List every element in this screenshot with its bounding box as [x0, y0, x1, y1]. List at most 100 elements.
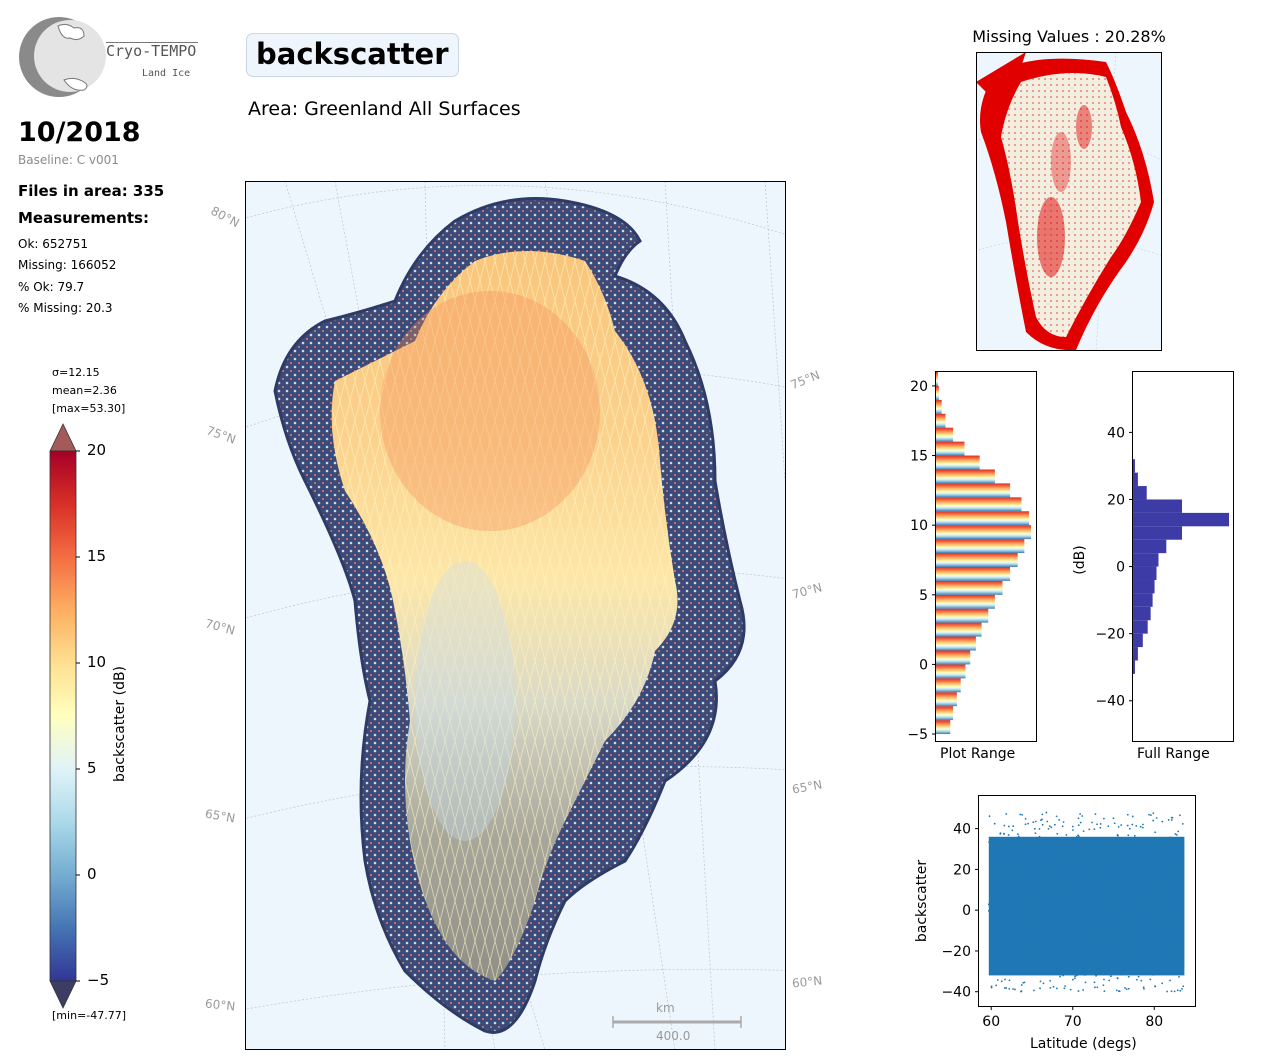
- scatter-point: [1118, 953, 1121, 956]
- scatter-point: [999, 861, 1001, 864]
- histogram-bar: [936, 566, 1011, 581]
- scatter-point: [1139, 851, 1141, 854]
- scatter-point: [1009, 953, 1011, 956]
- scatter-point: [1181, 856, 1183, 859]
- scatter-point: [1126, 869, 1129, 872]
- scatter-point: [1060, 865, 1063, 868]
- scatter-point: [1150, 958, 1153, 961]
- histogram-bar: [936, 678, 961, 693]
- scatter-point: [1032, 989, 1035, 992]
- scatter-point: [1125, 866, 1128, 869]
- y-tick-label: 20: [953, 862, 971, 878]
- scalebar-value: 400.0: [656, 1029, 691, 1043]
- scatter-point: [1048, 853, 1051, 855]
- scatter-point: [1101, 964, 1104, 967]
- scatter-point: [1146, 858, 1148, 860]
- scatter-point: [1073, 923, 1076, 925]
- scatter-point: [1157, 916, 1160, 919]
- scatter-point: [1052, 949, 1054, 952]
- scatter-point: [1046, 820, 1049, 823]
- scatter-point: [1081, 843, 1084, 846]
- scatter-point: [1177, 946, 1180, 948]
- scatter-point: [1178, 958, 1181, 961]
- scatter-point: [1014, 988, 1016, 991]
- scatter-point: [1066, 900, 1069, 903]
- y-tick-label: −20: [1095, 627, 1125, 643]
- scatter-point: [1111, 924, 1114, 927]
- scatter-point: [1050, 826, 1053, 829]
- histogram-bar: [936, 372, 938, 386]
- scatter-point: [1057, 858, 1060, 860]
- scatter-point: [1042, 897, 1044, 899]
- scatter-point: [1024, 837, 1027, 840]
- scatter-point: [1148, 915, 1151, 917]
- scatter-point: [1170, 853, 1173, 856]
- scatter-point: [1063, 946, 1066, 948]
- scatter-point: [1092, 940, 1095, 943]
- scatter-point: [1178, 975, 1180, 978]
- scatter-point: [1085, 966, 1088, 969]
- scatter-point: [991, 958, 994, 960]
- variable-title: backscatter: [246, 33, 459, 77]
- scatter-point: [1115, 950, 1117, 953]
- scatter-point: [1037, 973, 1040, 975]
- histogram-bar: [936, 594, 995, 609]
- scatter-point: [1075, 949, 1077, 951]
- scatter-point: [1162, 870, 1164, 873]
- scatter-point: [1174, 956, 1177, 959]
- scatter-point: [1130, 971, 1133, 974]
- scatter-point: [1095, 974, 1097, 977]
- scatter-point: [1094, 986, 1096, 989]
- scatter-point: [1035, 897, 1038, 899]
- scatter-point: [1104, 965, 1107, 967]
- full-range-histogram: 40 20 0 −20 −40: [1095, 371, 1234, 742]
- scatter-point: [1041, 885, 1044, 888]
- scatter-point: [1121, 874, 1123, 877]
- scatter-point: [987, 909, 990, 912]
- colorbar-gradient: [49, 450, 77, 982]
- scatter-point: [1039, 942, 1041, 944]
- scatter-point: [1007, 851, 1010, 853]
- scatter-point: [992, 963, 995, 965]
- scatter-point: [1038, 828, 1041, 830]
- colorbar-sigma: σ=12.15: [52, 366, 100, 379]
- scatter-point: [1066, 899, 1069, 902]
- histogram-bar: [1133, 472, 1138, 487]
- scatter-point: [1160, 881, 1163, 884]
- scatter-point: [1079, 911, 1082, 914]
- scatter-point: [1097, 903, 1100, 906]
- scatter-point: [1032, 959, 1035, 962]
- scatter-point: [1007, 859, 1009, 862]
- scatter-point: [1170, 819, 1173, 821]
- scatter-point: [1117, 900, 1120, 903]
- scatter-point: [1074, 892, 1077, 895]
- scatter-point: [1052, 956, 1055, 959]
- colorbar-mean: mean=2.36: [52, 384, 117, 397]
- scatter-point: [1005, 878, 1008, 880]
- scatter-point: [1121, 863, 1124, 866]
- scatter-point: [1036, 964, 1039, 966]
- scatter-point: [1175, 899, 1178, 902]
- scatter-point: [1009, 931, 1012, 934]
- scatter-point: [1038, 971, 1041, 973]
- scatter-point: [1169, 836, 1171, 839]
- scatter-point: [1113, 822, 1116, 825]
- scatter-point: [1163, 972, 1166, 974]
- scatter-point: [1077, 817, 1080, 820]
- scatter-point: [1154, 831, 1157, 834]
- scatter-point: [1174, 833, 1177, 835]
- lat-label-right: 65°N: [791, 777, 824, 797]
- scatter-point: [1160, 862, 1162, 865]
- scatter-point: [1116, 899, 1119, 902]
- scatter-point: [1049, 934, 1052, 937]
- y-tick-label: 10: [910, 518, 928, 534]
- scatter-point: [1103, 917, 1105, 919]
- scatter-point: [997, 916, 1000, 919]
- scatter-point: [1041, 846, 1044, 849]
- scatter-point: [1025, 940, 1028, 943]
- scatter-point: [1126, 910, 1128, 913]
- scatter-point: [1092, 841, 1095, 844]
- scatter-point: [1081, 916, 1084, 919]
- scatter-point: [1072, 849, 1075, 852]
- scatter-point: [1003, 882, 1006, 885]
